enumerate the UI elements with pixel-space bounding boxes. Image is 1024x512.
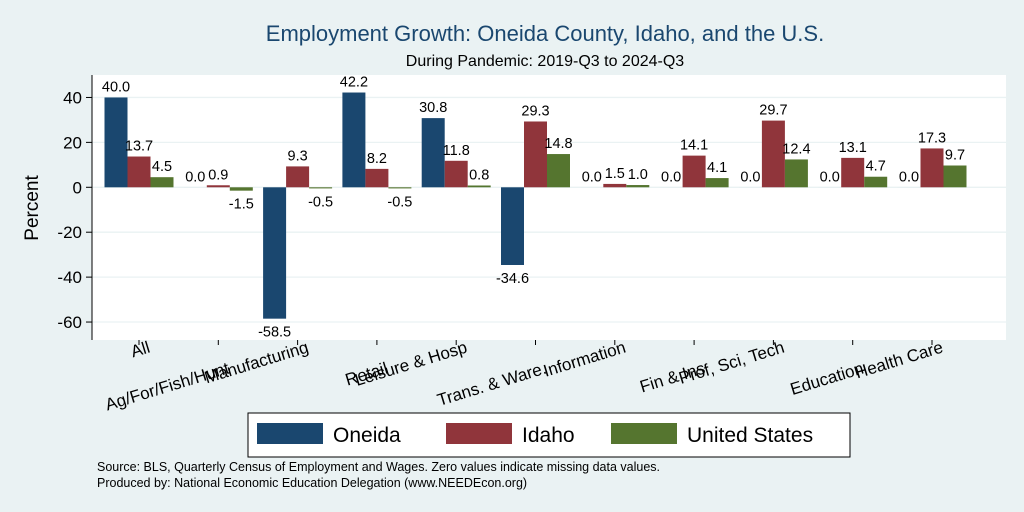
produced-by-note: Produced by: National Economic Education… <box>97 476 527 490</box>
bar-layer <box>104 92 967 319</box>
bar <box>342 92 366 188</box>
bar <box>501 187 524 265</box>
data-label: 0.0 <box>820 169 840 185</box>
bar <box>229 187 253 191</box>
data-label: 13.7 <box>125 139 153 155</box>
chart-subtitle: During Pandemic: 2019-Q3 to 2024-Q3 <box>406 53 684 70</box>
y-axis-label: Percent <box>22 175 43 241</box>
data-label: 0.0 <box>899 169 919 185</box>
source-note: Source: BLS, Quarterly Census of Employm… <box>97 460 660 474</box>
data-label: -0.5 <box>387 194 412 210</box>
legend-swatch <box>611 423 677 444</box>
bar <box>603 183 627 188</box>
bar <box>365 168 389 188</box>
bar <box>104 97 128 188</box>
x-tick-label: Trans. & Ware. <box>435 359 549 410</box>
data-label: -34.6 <box>496 271 529 287</box>
bar <box>263 187 287 319</box>
bar <box>421 118 445 188</box>
bar <box>682 155 706 188</box>
y-tick-label: -40 <box>57 268 82 287</box>
data-label: 0.0 <box>582 169 602 185</box>
legend-label: Idaho <box>522 424 575 447</box>
plot-area <box>92 75 1006 340</box>
y-tick-label: -60 <box>57 313 82 332</box>
data-label: 42.2 <box>340 75 368 91</box>
data-label: 0.0 <box>661 169 681 185</box>
legend-swatch <box>257 423 323 444</box>
bar <box>150 177 174 188</box>
data-label: 14.8 <box>544 136 572 152</box>
bar <box>444 160 468 188</box>
chart-title: Employment Growth: Oneida County, Idaho,… <box>266 21 824 46</box>
data-label: 0.0 <box>740 169 760 185</box>
bar <box>309 187 333 189</box>
bar <box>206 185 230 188</box>
bar <box>467 185 491 188</box>
bar <box>705 178 729 188</box>
data-label: 29.7 <box>759 103 787 119</box>
data-label: 0.0 <box>185 169 205 185</box>
data-label: -1.5 <box>229 197 254 213</box>
data-label: 1.0 <box>628 167 648 183</box>
bar <box>626 185 650 188</box>
bar <box>864 176 888 188</box>
data-label: -0.5 <box>308 194 333 210</box>
data-label: 12.4 <box>782 141 810 157</box>
bar <box>127 156 151 188</box>
data-label: 4.7 <box>866 159 886 175</box>
y-tick-label: 0 <box>73 178 82 197</box>
bar <box>761 120 785 188</box>
data-label: 40.0 <box>102 79 130 95</box>
x-tick-label: All <box>129 338 153 362</box>
bar <box>920 148 944 188</box>
data-label: 9.7 <box>945 148 965 164</box>
data-label: 30.8 <box>419 100 447 116</box>
data-label: 11.8 <box>443 143 470 159</box>
legend-label: United States <box>687 424 813 447</box>
bar <box>784 159 808 188</box>
data-label: 0.8 <box>469 167 489 183</box>
data-label: 8.2 <box>367 151 387 167</box>
bar <box>286 166 310 188</box>
y-tick-label: 40 <box>63 88 82 107</box>
bar <box>388 187 412 189</box>
y-tick-label: 20 <box>63 133 82 152</box>
legend-label: Oneida <box>333 424 401 447</box>
legend-box <box>247 412 851 458</box>
bar <box>547 154 570 188</box>
x-tick-label: Information <box>541 338 628 381</box>
y-tick-layer: -60 -40 -20 0 20 40 <box>57 88 92 332</box>
y-tick-label: -20 <box>57 223 82 242</box>
data-label: 13.1 <box>839 140 867 156</box>
data-label: 14.1 <box>680 138 708 154</box>
x-tick-label: Health Care <box>853 338 945 383</box>
bar <box>943 165 967 188</box>
bar <box>524 121 547 188</box>
data-label: 4.5 <box>152 159 172 175</box>
data-label: 29.3 <box>521 103 549 119</box>
bar <box>841 157 865 188</box>
legend: Oneida Idaho United States <box>247 412 851 458</box>
data-label: 9.3 <box>288 148 308 164</box>
data-label: -58.5 <box>258 325 291 341</box>
data-label: 4.1 <box>707 160 727 176</box>
data-label: 1.5 <box>605 166 625 182</box>
data-label: 17.3 <box>918 130 946 146</box>
data-label: 0.9 <box>208 167 228 183</box>
legend-swatch <box>446 423 512 444</box>
data-label-layer: 40.013.74.50.0 0.9-1.5-58.59.3-0.542.28.2… <box>102 75 965 341</box>
